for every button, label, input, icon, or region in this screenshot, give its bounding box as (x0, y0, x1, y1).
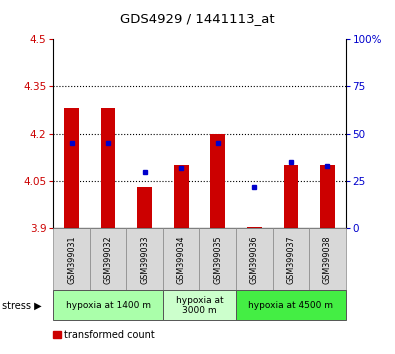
Bar (247, 227, 261, 228)
Text: hypoxia at 1400 m: hypoxia at 1400 m (66, 301, 150, 310)
Bar (174, 165, 188, 228)
Text: stress ▶: stress ▶ (2, 300, 41, 310)
Text: GSM399037: GSM399037 (286, 235, 295, 284)
Text: GDS4929 / 1441113_at: GDS4929 / 1441113_at (120, 12, 275, 25)
Bar (284, 165, 298, 228)
Text: GSM399035: GSM399035 (213, 235, 222, 284)
Text: GSM399038: GSM399038 (323, 235, 332, 284)
Text: GSM399033: GSM399033 (140, 235, 149, 284)
Text: GSM399036: GSM399036 (250, 235, 259, 284)
Text: GSM399034: GSM399034 (177, 235, 186, 284)
Text: hypoxia at
3000 m: hypoxia at 3000 m (176, 296, 223, 315)
Text: transformed count: transformed count (64, 330, 154, 339)
Text: hypoxia at 4500 m: hypoxia at 4500 m (248, 301, 333, 310)
Text: GSM399031: GSM399031 (67, 235, 76, 284)
Bar (137, 187, 152, 228)
Bar (211, 133, 225, 228)
Bar (101, 108, 115, 228)
Bar (320, 165, 335, 228)
Bar (64, 108, 79, 228)
Text: GSM399032: GSM399032 (103, 235, 113, 284)
